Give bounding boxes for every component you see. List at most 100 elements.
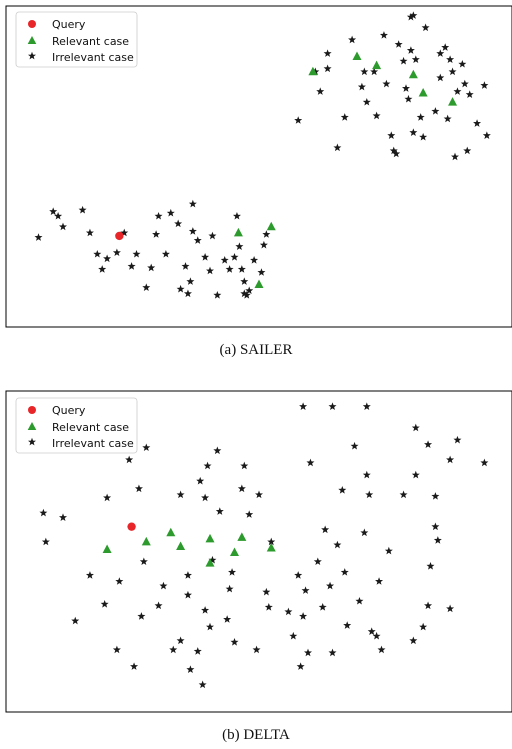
legend-relevant-label: Relevant case: [52, 35, 129, 48]
irrelevant-case-point: [85, 228, 94, 237]
irrelevant-case-point: [215, 507, 224, 515]
irrelevant-case-point: [348, 35, 357, 44]
irrelevant-case-point: [306, 458, 315, 467]
irrelevant-case-point: [98, 265, 107, 273]
irrelevant-case-point: [183, 590, 192, 599]
relevant-case-point: [205, 558, 215, 567]
legend-box: [15, 397, 138, 454]
irrelevant-case-point: [436, 73, 445, 82]
legend-query-label: Query: [52, 404, 86, 417]
irrelevant-case-point: [443, 114, 452, 123]
legend-relevant-marker: [27, 36, 37, 44]
irrelevant-case-point: [201, 253, 210, 261]
irrelevant-case-point: [103, 254, 112, 263]
irrelevant-case-point: [186, 665, 195, 673]
irrelevant-case-point: [323, 49, 332, 57]
irrelevant-case-point: [232, 211, 241, 220]
irrelevant-case-point: [257, 268, 266, 276]
irrelevant-case-point: [242, 291, 251, 299]
irrelevant-case-point: [147, 263, 156, 272]
irrelevant-case-point: [259, 240, 268, 249]
relevant-case-point: [254, 279, 264, 289]
irrelevant-case-point: [49, 207, 58, 215]
irrelevant-case-point: [296, 662, 305, 670]
irrelevant-case-point: [174, 219, 183, 228]
irrelevant-case-point: [384, 546, 393, 555]
irrelevant-case-point: [228, 568, 237, 576]
irrelevant-case-point: [112, 645, 121, 654]
irrelevant-case-point: [198, 680, 207, 689]
irrelevant-case-point: [120, 228, 129, 237]
irrelevant-case-point: [350, 441, 359, 450]
irrelevant-case-point: [100, 600, 109, 608]
irrelevant-case-point: [132, 249, 141, 258]
irrelevant-case-point: [252, 645, 261, 654]
irrelevant-case-point: [333, 540, 342, 549]
irrelevant-case-point: [71, 616, 80, 625]
irrelevant-case-point: [355, 596, 364, 605]
legend-irrelevant-marker: [28, 51, 36, 60]
irrelevant-case-point: [240, 277, 249, 285]
irrelevant-case-point: [411, 55, 420, 63]
irrelevant-case-point: [480, 81, 489, 89]
legend: Query Relevant case Irrelevant case: [15, 11, 138, 68]
irrelevant-case-point: [225, 265, 234, 273]
irrelevant-case-point: [382, 79, 391, 88]
relevant-case-point: [308, 66, 318, 76]
scatter-panel-delta: Query Relevant case Irrelevant case: [5, 390, 512, 713]
relevant-case-point: [141, 536, 151, 546]
irrelevant-case-point: [431, 492, 440, 500]
irrelevant-case-point: [183, 289, 192, 298]
irrelevant-case-point: [139, 557, 148, 566]
relevant-case-point: [205, 533, 215, 543]
irrelevant-case-point: [154, 211, 163, 220]
irrelevant-case-point: [406, 46, 415, 54]
irrelevant-case-point: [343, 621, 352, 629]
irrelevant-case-point: [142, 443, 151, 452]
caption-delta: (b) DELTA: [222, 727, 290, 743]
irrelevant-case-point: [436, 49, 445, 57]
legend-irrelevant-marker: [28, 437, 36, 446]
irrelevant-case-point: [208, 231, 217, 240]
irrelevant-case-point: [416, 113, 425, 121]
irrelevant-case-point: [240, 461, 249, 470]
irrelevant-case-point: [357, 82, 366, 91]
relevant-case-point: [352, 51, 362, 61]
irrelevant-case-point: [421, 23, 430, 32]
irrelevant-case-point: [220, 256, 229, 264]
irrelevant-case-point: [409, 128, 418, 136]
irrelevant-case-point: [463, 146, 472, 155]
irrelevant-case-point: [206, 622, 214, 631]
irrelevant-case-point: [328, 402, 337, 410]
irrelevant-case-point: [250, 256, 259, 264]
irrelevant-case-point: [262, 587, 271, 596]
irrelevant-case-point: [340, 568, 349, 576]
irrelevant-case-point: [446, 604, 455, 613]
irrelevant-case-point: [402, 84, 410, 92]
irrelevant-case-point: [333, 143, 342, 152]
irrelevant-case-point: [201, 606, 210, 614]
irrelevant-case-point: [213, 291, 222, 299]
query-point: [127, 522, 136, 531]
irrelevant-case-point: [201, 493, 210, 502]
irrelevant-case-point: [392, 149, 401, 158]
scatter-panel-sailer: Query Relevant case Irrelevant case: [5, 5, 512, 328]
irrelevant-case-point: [255, 490, 263, 499]
irrelevant-case-point: [159, 581, 168, 590]
irrelevant-case-point: [166, 208, 175, 217]
irrelevant-case-point: [240, 289, 249, 298]
irrelevant-case-point: [446, 55, 455, 63]
irrelevant-case-point: [225, 584, 234, 593]
irrelevant-case-point: [480, 458, 489, 467]
irrelevant-case-point: [451, 152, 459, 161]
irrelevant-case-point: [294, 116, 303, 124]
irrelevant-case-point: [367, 627, 376, 635]
irrelevant-case-point: [377, 645, 386, 654]
irrelevant-case-point: [186, 277, 195, 285]
irrelevant-case-point: [237, 265, 246, 273]
irrelevant-case-point: [338, 486, 347, 494]
irrelevant-case-point: [289, 631, 298, 640]
irrelevant-case-point: [441, 43, 450, 51]
irrelevant-case-point: [245, 286, 254, 295]
